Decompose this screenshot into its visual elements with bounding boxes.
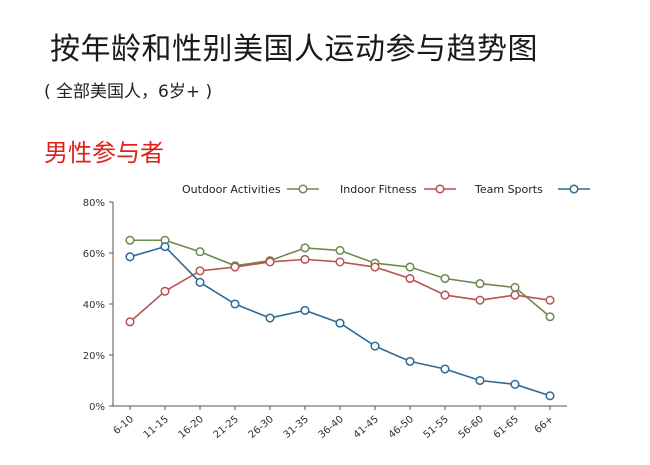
y-tick-label: 80% — [83, 198, 105, 209]
legend-marker — [298, 184, 308, 194]
legend-label: Team Sports — [474, 183, 543, 196]
data-point — [195, 266, 205, 276]
chart-legend: Outdoor Activities Indoor Fitness Team Spo… — [182, 183, 590, 196]
data-point — [510, 290, 520, 300]
data-point — [510, 379, 520, 389]
x-tick-label: 41-45 — [352, 414, 381, 441]
x-tick-label: 21-25 — [212, 414, 241, 441]
x-tick-label: 66+ — [533, 414, 556, 436]
data-point — [475, 279, 485, 289]
x-tick-label: 11-15 — [142, 414, 171, 441]
legend-label: Indoor Fitness — [340, 183, 417, 196]
data-point — [160, 242, 170, 252]
data-point — [405, 356, 415, 366]
section-title: 男性参与者 — [44, 139, 164, 167]
data-point — [265, 257, 275, 267]
x-tick-label: 26-30 — [247, 414, 276, 441]
data-point — [335, 318, 345, 328]
data-point — [265, 313, 275, 323]
data-point — [125, 252, 135, 262]
data-point — [195, 277, 205, 287]
data-point — [160, 286, 170, 296]
page-title: 按年龄和性别美国人运动参与趋势图 — [50, 32, 538, 67]
x-tick-label: 31-35 — [282, 414, 311, 441]
data-point — [300, 305, 310, 315]
data-point — [300, 254, 310, 264]
data-point — [335, 257, 345, 267]
chart-axes: 0% 20% 40% 60% 80% 6-10 11-15 16-20 21-25 26-30 31… — [83, 198, 567, 441]
x-tick-label: 51-55 — [422, 414, 451, 441]
data-point — [510, 282, 520, 292]
data-point — [545, 295, 555, 305]
data-point — [475, 295, 485, 305]
data-point — [440, 364, 450, 374]
y-tick-label: 0% — [89, 402, 105, 413]
series-line — [129, 258, 551, 323]
x-tick-label: 61-65 — [492, 414, 521, 441]
data-point — [230, 262, 240, 272]
data-point — [475, 375, 485, 386]
data-point — [125, 235, 135, 245]
legend-marker — [435, 184, 445, 194]
legend-marker — [569, 184, 579, 194]
data-point — [440, 290, 450, 300]
data-point — [440, 273, 450, 284]
data-point — [370, 341, 380, 351]
data-point — [405, 273, 415, 284]
page-subtitle: ( 全部美国人，6岁+ ) — [44, 82, 213, 102]
data-point — [335, 245, 345, 255]
x-tick-label: 16-20 — [177, 414, 206, 441]
data-point — [195, 247, 205, 257]
y-tick-label: 40% — [83, 300, 105, 311]
data-point — [125, 317, 135, 327]
data-point — [300, 243, 310, 253]
chart-series — [125, 235, 555, 401]
y-tick-label: 20% — [83, 351, 105, 362]
x-tick-label: 46-50 — [387, 414, 416, 441]
data-point — [545, 312, 555, 322]
y-tick-label: 60% — [83, 249, 105, 260]
x-tick-label: 36-40 — [317, 414, 346, 441]
legend-label: Outdoor Activities — [182, 183, 281, 196]
data-point — [230, 299, 240, 309]
data-point — [405, 262, 415, 272]
x-tick-label: 6-10 — [111, 414, 135, 437]
x-tick-label: 56-60 — [457, 414, 486, 441]
data-point — [545, 391, 555, 401]
data-point — [370, 262, 380, 272]
